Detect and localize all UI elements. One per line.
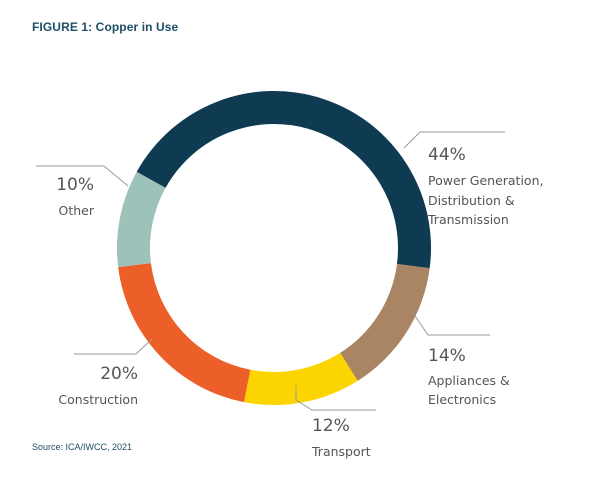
slice-category-label: Power Generation, <box>428 173 543 188</box>
slice-category-label: Distribution & <box>428 193 515 208</box>
leader-lines <box>36 131 505 411</box>
leader-line <box>36 165 129 187</box>
donut-slice <box>117 171 166 268</box>
donut-slice <box>118 263 251 403</box>
source-note: Source: ICA/IWCC, 2021 <box>32 442 133 452</box>
donut-slices <box>117 91 432 406</box>
donut-slice <box>340 263 430 381</box>
figure-title: FIGURE 1: Copper in Use <box>32 20 179 34</box>
slice-category-label: Electronics <box>428 392 496 407</box>
leader-line <box>412 312 490 336</box>
slice-category-label: Construction <box>58 392 138 407</box>
slice-category-label: Transport <box>311 444 371 459</box>
leader-line <box>295 385 376 411</box>
slice-category-label: Transmission <box>427 212 509 227</box>
slice-category-label: Other <box>59 203 95 218</box>
donut-slice <box>244 352 358 406</box>
slice-percent-label: 12% <box>312 416 350 436</box>
slice-category-label: Appliances & <box>428 373 510 388</box>
leader-line <box>403 131 505 149</box>
slice-percent-label: 10% <box>56 175 94 195</box>
slice-percent-label: 20% <box>100 364 138 384</box>
donut-slice <box>136 91 432 269</box>
slice-percent-label: 14% <box>428 346 466 366</box>
leader-line <box>74 338 153 355</box>
slice-labels: 44% Power Generation, Distribution & Transm… <box>56 145 543 459</box>
slice-percent-label: 44% <box>428 145 466 165</box>
